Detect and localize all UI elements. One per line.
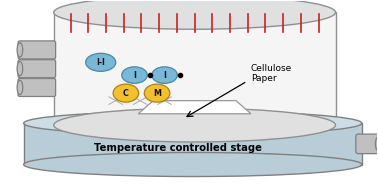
Ellipse shape xyxy=(375,136,378,151)
Ellipse shape xyxy=(17,80,23,95)
Polygon shape xyxy=(138,101,251,114)
Text: M: M xyxy=(153,89,161,98)
FancyBboxPatch shape xyxy=(18,60,56,78)
FancyBboxPatch shape xyxy=(18,41,56,59)
Ellipse shape xyxy=(24,111,362,135)
Ellipse shape xyxy=(17,62,23,76)
Ellipse shape xyxy=(122,67,147,83)
Ellipse shape xyxy=(144,84,170,102)
Ellipse shape xyxy=(54,108,336,142)
Ellipse shape xyxy=(113,84,139,102)
FancyBboxPatch shape xyxy=(356,134,378,154)
Ellipse shape xyxy=(152,67,177,83)
FancyBboxPatch shape xyxy=(54,12,336,125)
Text: I-I: I-I xyxy=(96,58,105,67)
Text: I: I xyxy=(163,71,166,80)
FancyBboxPatch shape xyxy=(18,78,56,97)
FancyBboxPatch shape xyxy=(24,123,362,164)
Text: Temperature controlled stage: Temperature controlled stage xyxy=(94,143,262,153)
Text: I: I xyxy=(133,71,136,80)
Ellipse shape xyxy=(17,43,23,57)
Ellipse shape xyxy=(86,53,116,71)
Ellipse shape xyxy=(24,153,362,176)
Text: C: C xyxy=(123,89,129,98)
Ellipse shape xyxy=(54,0,336,29)
Text: Cellulose
Paper: Cellulose Paper xyxy=(251,64,292,83)
